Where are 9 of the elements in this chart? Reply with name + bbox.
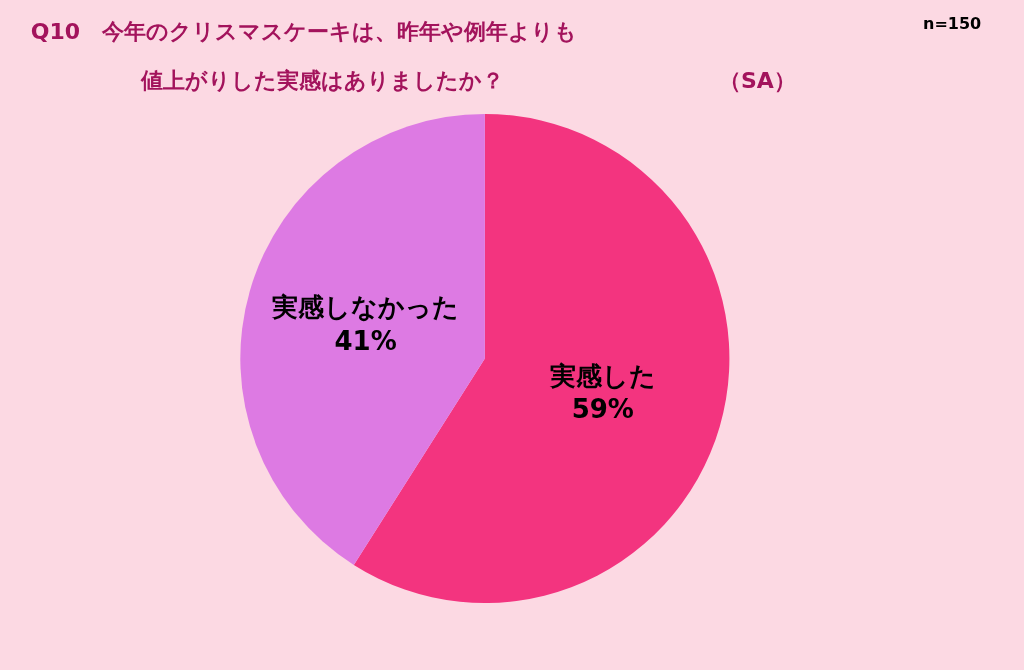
- data-label: 59%: [571, 394, 634, 425]
- text: n=150: [923, 14, 982, 33]
- data-label: 41%: [334, 325, 397, 356]
- chart-title: Q10 今年のクリスマスケーキは、昨年や例年よりも: [30, 18, 578, 44]
- slice-label: 実感した: [548, 360, 656, 391]
- slice-label: 実感しなかった: [271, 291, 460, 322]
- chart-subtitle: 値上がりした実感はありましたか？: [140, 68, 504, 93]
- pie-slice: [240, 113, 485, 565]
- text: （SA）: [719, 68, 796, 93]
